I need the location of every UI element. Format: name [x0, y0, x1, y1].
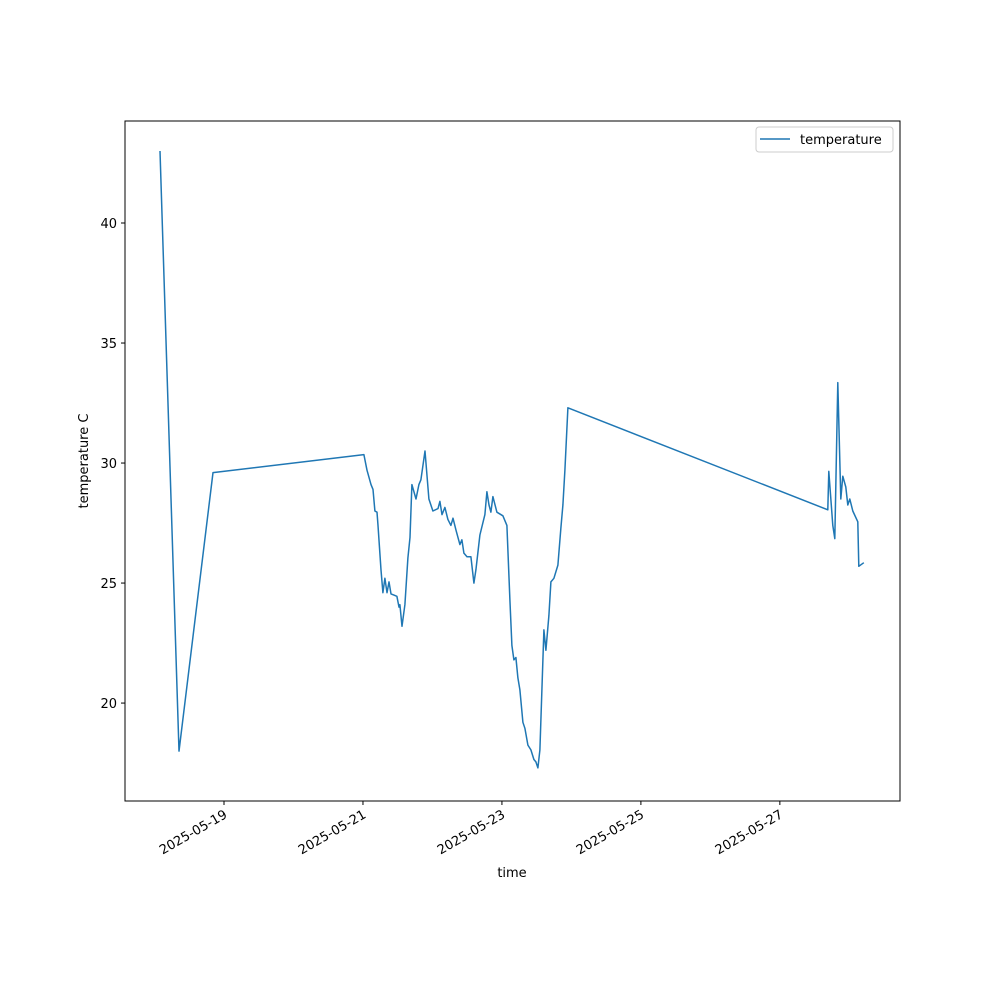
- x-axis-label: time: [497, 866, 526, 881]
- x-tick-label: 2025-05-25: [574, 807, 647, 858]
- x-tick-label: 2025-05-21: [296, 807, 369, 858]
- x-tick-label: 2025-05-27: [713, 807, 786, 858]
- y-tick-label: 40: [100, 217, 117, 232]
- plot-frame: [124, 120, 901, 802]
- x-tick-label: 2025-05-19: [157, 807, 230, 858]
- legend-label: temperature: [800, 133, 882, 148]
- y-axis-label: temperature C: [77, 414, 92, 509]
- data-line: [159, 150, 865, 769]
- y-tick-label: 30: [100, 457, 117, 472]
- x-tick-label: 2025-05-23: [435, 807, 508, 858]
- y-tick-label: 35: [100, 337, 117, 352]
- legend-box: [755, 126, 894, 153]
- y-tick-label: 25: [100, 577, 117, 592]
- y-tick-label: 20: [100, 697, 117, 712]
